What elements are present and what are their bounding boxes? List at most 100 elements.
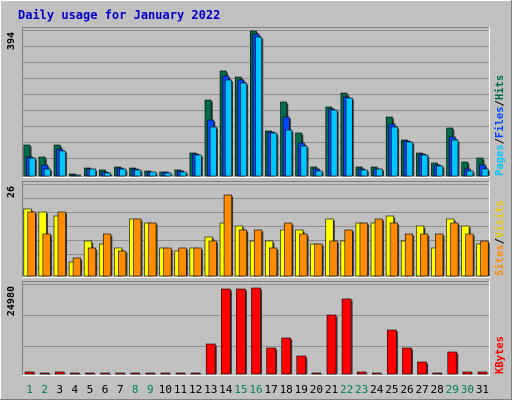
bar-pages-day-15 xyxy=(240,82,249,177)
bar-kbytes-day-29 xyxy=(447,351,459,375)
bar-pages-day-22 xyxy=(345,97,354,177)
bar-sites-day-26 xyxy=(404,233,415,277)
chart-panels: 394Pages/Files/Hits26Sites/Visits24980KB… xyxy=(6,27,506,376)
bar-kbytes-day-10-face xyxy=(160,372,171,375)
bar-kbytes-day-4 xyxy=(70,372,81,375)
bar-pages-day-4 xyxy=(74,174,83,177)
bar-kbytes-day-5 xyxy=(85,372,96,375)
bar-kbytes-day-22-face xyxy=(341,298,352,375)
bar-sites-day-21-face xyxy=(329,240,338,277)
day-label-11: 11 xyxy=(174,383,187,396)
bar-pages-day-4-face xyxy=(74,174,81,177)
day-label-18: 18 xyxy=(280,383,293,396)
bar-kbytes-day-12-face xyxy=(190,372,201,375)
day-label-28: 28 xyxy=(431,383,444,396)
bar-kbytes-day-14-face xyxy=(221,288,231,375)
bar-sites-day-9-face xyxy=(148,222,157,277)
bar-pages-day-31-face xyxy=(481,168,489,177)
bar-sites-day-24-face xyxy=(374,218,383,277)
bar-kbytes-day-21 xyxy=(326,314,338,375)
bar-pages-day-21 xyxy=(330,109,339,177)
bar-kbytes-day-6 xyxy=(100,372,112,375)
legend-files: Files xyxy=(494,106,506,138)
legend-bottom: KBytes xyxy=(494,336,506,374)
bar-kbytes-day-20 xyxy=(311,372,323,375)
bar-pages-day-25-face xyxy=(391,126,398,177)
bar-pages-day-27-face xyxy=(421,154,429,177)
bar-pages-day-12-face xyxy=(194,154,202,177)
bar-sites-day-5-face xyxy=(87,247,96,277)
bar-sites-day-30 xyxy=(465,233,475,277)
bar-sites-day-25-face xyxy=(389,222,398,277)
bar-kbytes-day-31 xyxy=(477,371,489,375)
bar-sites-day-4 xyxy=(72,257,83,277)
bar-kbytes-day-30-face xyxy=(462,371,473,375)
day-label-30: 30 xyxy=(461,383,474,396)
bar-pages-day-15-face xyxy=(240,82,247,177)
bar-kbytes-day-20-face xyxy=(311,372,322,375)
bar-pages-day-16-face xyxy=(255,36,262,177)
bar-sites-day-7 xyxy=(118,250,128,277)
bar-sites-day-3 xyxy=(57,211,67,277)
day-label-4: 4 xyxy=(72,383,79,396)
bar-pages-day-3 xyxy=(58,150,67,177)
bar-kbytes-day-26-face xyxy=(402,347,412,375)
bar-kbytes-day-23-face xyxy=(356,371,367,375)
day-label-31: 31 xyxy=(476,383,489,396)
day-label-12: 12 xyxy=(189,383,202,396)
bar-kbytes-day-14 xyxy=(221,288,232,375)
bar-sites-day-11-face xyxy=(178,247,187,277)
bar-pages-day-23-face xyxy=(360,169,368,177)
legend-sites: Sites xyxy=(494,244,506,276)
bar-sites-day-6 xyxy=(102,233,113,277)
bar-pages-day-8 xyxy=(134,169,143,177)
bar-sites-day-6-face xyxy=(102,233,112,277)
bar-sites-day-12 xyxy=(193,247,203,277)
day-label-27: 27 xyxy=(415,383,428,396)
legend-top: Pages/Files/Hits xyxy=(494,75,506,176)
bar-sites-day-20 xyxy=(314,243,324,277)
bar-kbytes-day-8-face xyxy=(130,372,141,375)
bar-kbytes-day-3-face xyxy=(54,371,65,375)
bar-sites-day-23 xyxy=(359,222,369,277)
bar-kbytes-day-2-face xyxy=(39,372,50,375)
bar-pages-day-11-face xyxy=(179,171,187,177)
day-label-9: 9 xyxy=(147,383,154,396)
bar-sites-day-18-face xyxy=(284,222,293,277)
bar-kbytes-day-24-face xyxy=(371,372,382,375)
bar-pages-day-2-face xyxy=(43,168,51,177)
bar-kbytes-day-7-face xyxy=(115,372,125,375)
legend-separator: / xyxy=(494,100,506,106)
bar-pages-day-30-face xyxy=(466,170,474,177)
bar-sites-day-10-face xyxy=(163,247,172,277)
bar-kbytes-day-17-face xyxy=(266,347,276,375)
bar-pages-day-7-face xyxy=(119,168,127,177)
day-label-29: 29 xyxy=(446,383,459,396)
bar-kbytes-day-11 xyxy=(175,372,187,375)
bar-sites-day-1-face xyxy=(27,211,36,277)
day-label-26: 26 xyxy=(400,383,413,396)
bar-sites-day-9 xyxy=(148,222,158,277)
bar-sites-day-11 xyxy=(178,247,188,277)
bar-pages-day-24 xyxy=(375,168,384,177)
bar-sites-day-29 xyxy=(450,222,460,277)
bar-pages-day-1 xyxy=(28,157,37,177)
bar-pages-day-23 xyxy=(360,169,369,177)
bar-sites-day-8-face xyxy=(133,218,142,277)
bar-pages-day-18 xyxy=(285,129,294,177)
legend-middle: Sites/Visits xyxy=(494,200,506,276)
bar-pages-day-1-face xyxy=(28,157,36,177)
bar-kbytes-day-8 xyxy=(130,372,142,375)
bar-sites-day-20-face xyxy=(314,243,323,277)
bar-sites-day-28 xyxy=(435,233,445,277)
bar-sites-day-30-face xyxy=(465,233,474,277)
bar-sites-day-13 xyxy=(208,240,218,277)
legend-separator: / xyxy=(494,238,506,244)
bar-sites-day-16-face xyxy=(253,229,263,277)
bar-kbytes-day-10 xyxy=(160,372,172,375)
bar-pages-day-27 xyxy=(421,154,430,177)
bar-sites-day-7-face xyxy=(118,250,127,277)
bar-kbytes-day-19-face xyxy=(296,355,307,375)
bar-sites-day-17 xyxy=(269,247,279,277)
